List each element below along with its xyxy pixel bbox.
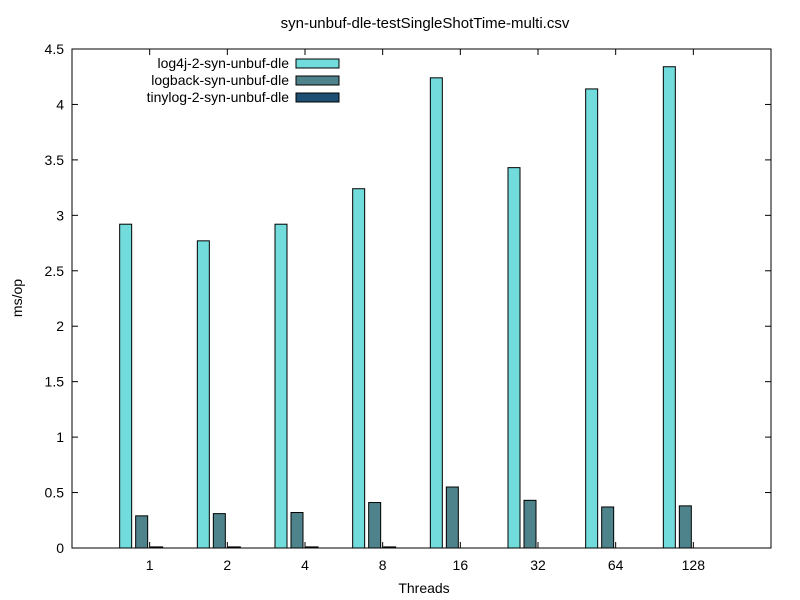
y-tick-label: 0 — [56, 540, 64, 556]
bar-logback-syn-unbuf-dle-64 — [601, 506, 615, 549]
y-tick-label: 4.5 — [45, 41, 65, 57]
y-tick-label: 1.5 — [45, 374, 65, 390]
bar-log4j-2-syn-unbuf-dle-64 — [585, 88, 599, 549]
bar-log4j-2-syn-unbuf-dle-128 — [662, 66, 676, 549]
x-tick-label: 32 — [530, 557, 546, 573]
plot-area — [71, 48, 772, 549]
bar-logback-syn-unbuf-dle-16 — [445, 486, 459, 549]
bar-log4j-2-syn-unbuf-dle-8 — [352, 188, 366, 549]
bar-log4j-2-syn-unbuf-dle-16 — [429, 77, 443, 549]
bar-tinylog-2-syn-unbuf-dle-4 — [305, 546, 319, 549]
y-tick-label: 0.5 — [45, 485, 65, 501]
y-tick-label: 4 — [56, 96, 64, 112]
bar-log4j-2-syn-unbuf-dle-2 — [196, 240, 210, 549]
x-axis-label: Threads — [398, 580, 449, 596]
x-tick-label: 16 — [453, 557, 469, 573]
bars — [119, 66, 692, 549]
legend-swatch — [295, 92, 340, 103]
x-tick-label: 128 — [682, 557, 706, 573]
y-axis-label: ms/op — [9, 279, 25, 317]
bar-logback-syn-unbuf-dle-128 — [678, 505, 692, 549]
y-tick-label: 2.5 — [45, 263, 65, 279]
y-tick-label: 3 — [56, 207, 64, 223]
legend-swatch — [295, 58, 340, 69]
bar-logback-syn-unbuf-dle-32 — [523, 499, 537, 549]
bar-logback-syn-unbuf-dle-1 — [135, 515, 149, 549]
legend: log4j-2-syn-unbuf-dlelogback-syn-unbuf-d… — [147, 55, 340, 105]
legend-label: log4j-2-syn-unbuf-dle — [157, 55, 289, 71]
x-tick-label: 4 — [301, 557, 309, 573]
bar-log4j-2-syn-unbuf-dle-32 — [507, 167, 521, 549]
x-axis: 1 2 4 8 16 32 64 128 — [146, 49, 705, 573]
y-tick-label: 2 — [56, 318, 64, 334]
chart-title: syn-unbuf-dle-testSingleShotTime-multi.c… — [281, 15, 570, 32]
x-tick-label: 2 — [223, 557, 231, 573]
bar-logback-syn-unbuf-dle-8 — [368, 502, 382, 549]
bar-tinylog-2-syn-unbuf-dle-2 — [227, 546, 241, 549]
x-tick-label: 64 — [608, 557, 624, 573]
y-axis: 0 0.5 1 1.5 2 2.5 3 3.5 4 4.5 — [45, 41, 771, 556]
plot-frame — [71, 48, 772, 549]
bar-log4j-2-syn-unbuf-dle-4 — [274, 223, 288, 549]
bar-tinylog-2-syn-unbuf-dle-8 — [383, 546, 397, 549]
y-tick-label: 1 — [56, 429, 64, 445]
x-tick-label: 8 — [379, 557, 387, 573]
legend-swatch — [295, 75, 340, 86]
bar-log4j-2-syn-unbuf-dle-1 — [119, 223, 133, 549]
x-tick-label: 1 — [146, 557, 154, 573]
bar-tinylog-2-syn-unbuf-dle-1 — [150, 546, 164, 549]
bar-logback-syn-unbuf-dle-4 — [290, 512, 304, 549]
y-tick-label: 3.5 — [45, 152, 65, 168]
bar-logback-syn-unbuf-dle-2 — [212, 513, 226, 549]
legend-label: logback-syn-unbuf-dle — [151, 72, 289, 88]
legend-label: tinylog-2-syn-unbuf-dle — [147, 89, 290, 105]
